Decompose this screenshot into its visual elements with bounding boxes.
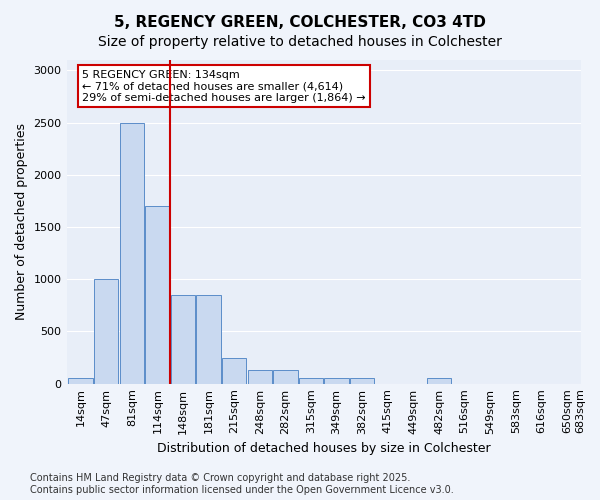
X-axis label: Distribution of detached houses by size in Colchester: Distribution of detached houses by size … <box>157 442 491 455</box>
Text: Size of property relative to detached houses in Colchester: Size of property relative to detached ho… <box>98 35 502 49</box>
Bar <box>350 378 374 384</box>
Bar <box>68 378 93 384</box>
Text: 5, REGENCY GREEN, COLCHESTER, CO3 4TD: 5, REGENCY GREEN, COLCHESTER, CO3 4TD <box>114 15 486 30</box>
Bar <box>273 370 298 384</box>
Bar <box>94 280 118 384</box>
Text: 5 REGENCY GREEN: 134sqm
← 71% of detached houses are smaller (4,614)
29% of semi: 5 REGENCY GREEN: 134sqm ← 71% of detache… <box>82 70 365 103</box>
Text: Contains HM Land Registry data © Crown copyright and database right 2025.
Contai: Contains HM Land Registry data © Crown c… <box>30 474 454 495</box>
Bar <box>196 295 221 384</box>
Bar <box>119 122 144 384</box>
Bar <box>325 378 349 384</box>
Bar <box>427 378 451 384</box>
Bar <box>248 370 272 384</box>
Bar <box>171 295 195 384</box>
Y-axis label: Number of detached properties: Number of detached properties <box>15 124 28 320</box>
Bar <box>299 378 323 384</box>
Bar <box>145 206 170 384</box>
Bar <box>222 358 247 384</box>
